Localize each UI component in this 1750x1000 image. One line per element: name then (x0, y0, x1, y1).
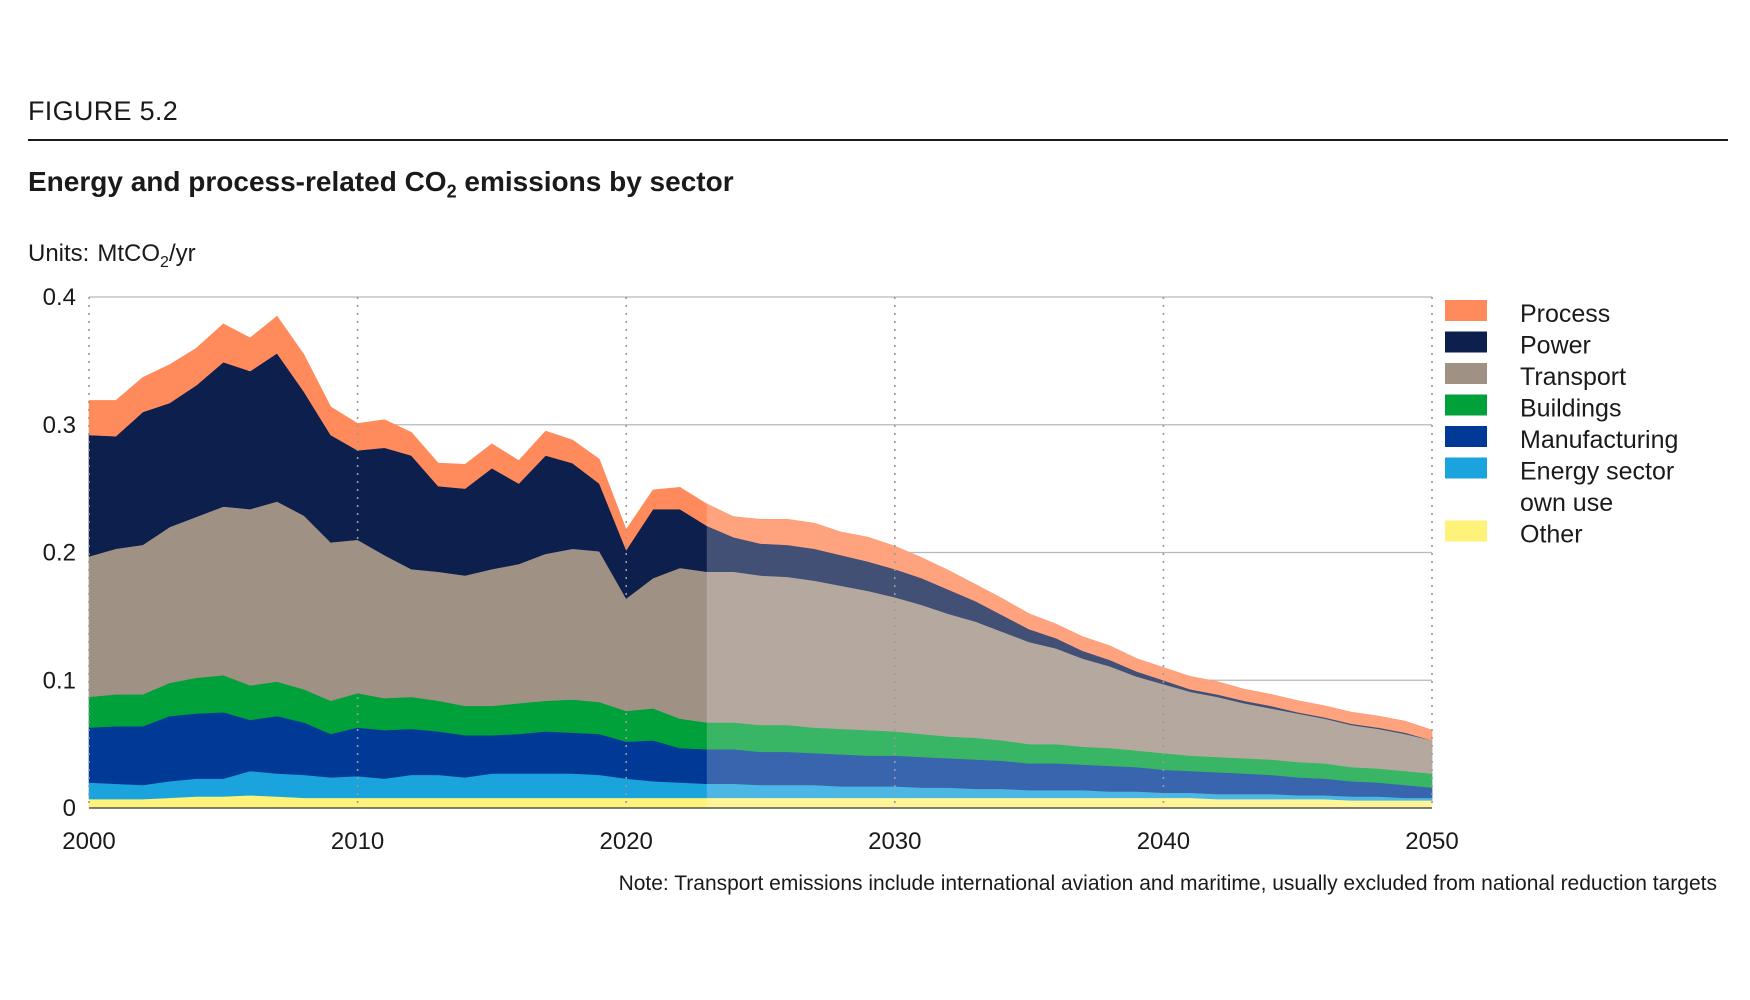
projection-shade (706, 503, 1432, 808)
legend-label-line2: own use (1520, 489, 1613, 517)
axes: 0 0.1 0.2 0.3 0.4 2000 2010 2020 2030 2040 2050 (43, 284, 1459, 855)
x-tick-label: 2030 (868, 828, 921, 855)
legend-label: Power (1520, 332, 1591, 360)
legend: Process Power Transport Buildings Manufactur… (1445, 300, 1678, 549)
chart-title-subscript: 2 (446, 181, 457, 202)
area-process (88, 315, 1433, 741)
units-value-tail: /yr (168, 240, 196, 267)
chart-title: Energy and process-related CO2 emissions… (28, 166, 734, 203)
y-tick-label: 0.1 (43, 667, 76, 694)
legend-label: Process (1520, 300, 1610, 328)
legend-swatch (1445, 426, 1487, 447)
legend-swatch (1445, 300, 1487, 321)
x-tick-label: 2040 (1137, 828, 1190, 855)
legend-label: Manufacturing (1520, 426, 1678, 454)
units-label: Units: MtCO2/yr (28, 240, 196, 272)
area-series (88, 315, 1433, 809)
chart-title-main: Energy and process-related CO (28, 166, 447, 197)
figure-label: FIGURE 5.2 (28, 96, 179, 126)
x-tick-label: 2050 (1405, 828, 1458, 855)
y-tick-label: 0.3 (43, 412, 76, 439)
x-tick-label: 2020 (600, 828, 653, 855)
y-tick-label: 0.4 (43, 284, 76, 311)
legend-swatch (1445, 394, 1487, 416)
x-tick-label: 2000 (62, 828, 115, 855)
legend-label: Transport (1520, 363, 1626, 391)
y-tick-label: 0.2 (43, 540, 76, 567)
chart-title-tail: emissions by sector (456, 166, 734, 197)
units-prefix: Units: (28, 240, 90, 267)
units-value: MtCO2/yr (97, 240, 196, 271)
vertical-grid-lines (88, 297, 1433, 808)
x-tick-label: 2010 (331, 828, 384, 855)
units-value-subscript: 2 (160, 253, 169, 271)
projection-overlay (706, 503, 1432, 808)
legend-swatch (1445, 520, 1487, 542)
legend-label: Energy sector (1520, 458, 1674, 486)
legend-swatch (1445, 363, 1487, 384)
legend-label: Buildings (1520, 395, 1621, 423)
y-tick-label: 0 (63, 795, 76, 822)
legend-swatch (1445, 331, 1487, 353)
units-value-main: MtCO (97, 240, 161, 267)
header-rule (28, 139, 1728, 141)
chart-note: Note: Transport emissions include intern… (618, 872, 1717, 895)
legend-swatch (1445, 457, 1487, 479)
legend-label: Other (1520, 521, 1583, 549)
